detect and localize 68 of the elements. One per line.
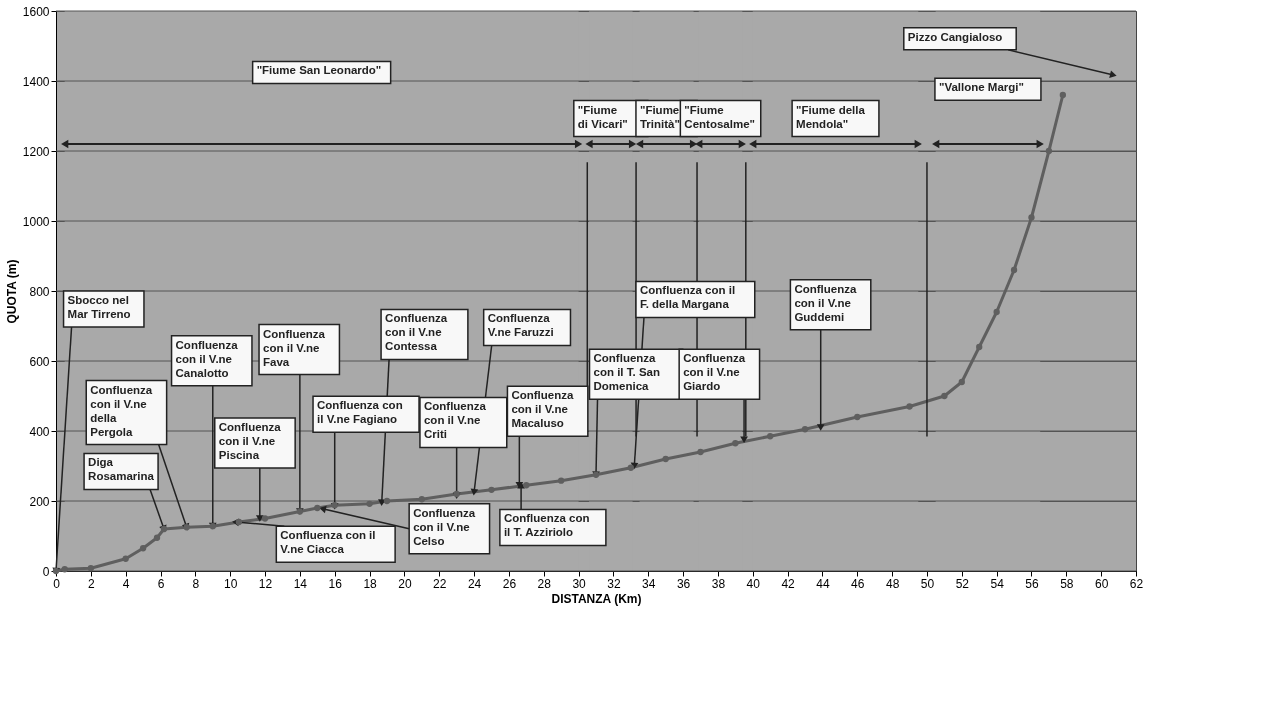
annotation: Pizzo Cangialoso bbox=[907, 30, 1003, 43]
x-tick-label: 38 bbox=[711, 576, 726, 591]
annotation: Confluenza con il V.ne della Pergola bbox=[90, 383, 153, 438]
x-tick-label: 46 bbox=[851, 576, 865, 591]
annotation: Sbocco nel Mar Tirreno bbox=[67, 294, 131, 320]
x-tick-label: 14 bbox=[293, 576, 308, 591]
band-label: "Vallone Margi" bbox=[938, 81, 1024, 94]
x-tick-label: 32 bbox=[607, 576, 621, 591]
x-tick-label: 50 bbox=[920, 576, 935, 591]
band-label: "Fiume Trinità" bbox=[639, 103, 680, 130]
band-label: "Fiume Centosalme" bbox=[684, 103, 755, 130]
y-tick-label: 1600 bbox=[22, 4, 50, 19]
annotation: Confluenza con il T. Azziriolo bbox=[503, 512, 590, 539]
y-axis-title: QUOTA (m) bbox=[4, 259, 19, 324]
annotation: Confluenza con il T. San Domenica bbox=[593, 352, 660, 393]
x-tick-label: 28 bbox=[537, 576, 552, 591]
x-axis-title: DISTANZA (Km) bbox=[551, 591, 642, 606]
x-tick-label: 34 bbox=[642, 576, 656, 591]
x-tick-label: 44 bbox=[816, 576, 830, 591]
y-tick-label: 800 bbox=[29, 284, 50, 299]
x-tick-label: 20 bbox=[398, 576, 412, 591]
annotation: Confluenza con il V.ne Celso bbox=[413, 506, 476, 547]
x-tick-label: 42 bbox=[781, 576, 796, 591]
x-tick-label: 2 bbox=[87, 576, 95, 591]
x-tick-label: 56 bbox=[1025, 576, 1039, 591]
annotation: Confluenza con il V.ne Fagiano bbox=[317, 399, 403, 426]
annotation: Confluenza con il V.ne Guddemi bbox=[794, 282, 857, 323]
x-tick-label: 40 bbox=[746, 576, 761, 591]
annotation: Confluenza con il V.ne Piscina bbox=[218, 421, 282, 462]
annotation: Confluenza V.ne Faruzzi bbox=[487, 312, 554, 339]
annotation: Diga Rosamarina bbox=[88, 456, 155, 483]
y-tick-label: 1400 bbox=[22, 74, 50, 89]
x-tick-label: 26 bbox=[502, 576, 517, 591]
x-tick-label: 8 bbox=[192, 576, 200, 591]
y-tick-label: 600 bbox=[29, 354, 50, 369]
x-tick-label: 0 bbox=[53, 576, 61, 591]
x-tick-label: 16 bbox=[328, 576, 343, 591]
x-tick-label: 12 bbox=[258, 576, 273, 591]
x-tick-label: 58 bbox=[1060, 576, 1074, 591]
x-tick-label: 24 bbox=[467, 576, 482, 591]
x-tick-label: 48 bbox=[885, 576, 900, 591]
band-label: "Fiume della Mendola" bbox=[796, 103, 866, 130]
band-label: "Fiume San Leonardo" bbox=[256, 64, 382, 77]
x-tick-label: 36 bbox=[676, 576, 691, 591]
x-tick-label: 54 bbox=[990, 576, 1005, 591]
x-tick-label: 52 bbox=[955, 576, 970, 591]
annotation: Confluenza con il F. della Margana bbox=[639, 284, 736, 311]
x-tick-label: 30 bbox=[572, 576, 587, 591]
x-tick-label: 22 bbox=[433, 576, 447, 591]
x-tick-label: 10 bbox=[224, 576, 238, 591]
y-tick-label: 400 bbox=[29, 424, 50, 439]
y-tick-label: 0 bbox=[42, 564, 50, 579]
x-tick-label: 6 bbox=[157, 576, 165, 591]
y-tick-label: 1200 bbox=[22, 144, 50, 159]
annotation: Confluenza con il V.ne Canalotto bbox=[175, 338, 239, 379]
annotation: Confluenza con il V.ne Criti bbox=[423, 400, 487, 441]
annotation: Confluenza con il V.ne Fava bbox=[263, 327, 326, 368]
annotation: Confluenza con il V.ne Macaluso bbox=[511, 389, 575, 430]
x-tick-label: 18 bbox=[363, 576, 378, 591]
x-tick-label: 60 bbox=[1094, 576, 1109, 591]
x-tick-label: 4 bbox=[122, 576, 130, 591]
annotation: Confluenza con il V.ne Ciacca bbox=[280, 529, 376, 556]
annotation: Confluenza con il V.ne Giardo bbox=[683, 352, 746, 393]
band-label: "Fiume di Vicari" bbox=[577, 103, 628, 130]
y-tick-label: 200 bbox=[29, 494, 50, 509]
x-tick-label: 62 bbox=[1129, 576, 1144, 591]
y-tick-label: 1000 bbox=[22, 214, 50, 229]
annotation: Confluenza con il V.ne Contessa bbox=[385, 312, 448, 353]
